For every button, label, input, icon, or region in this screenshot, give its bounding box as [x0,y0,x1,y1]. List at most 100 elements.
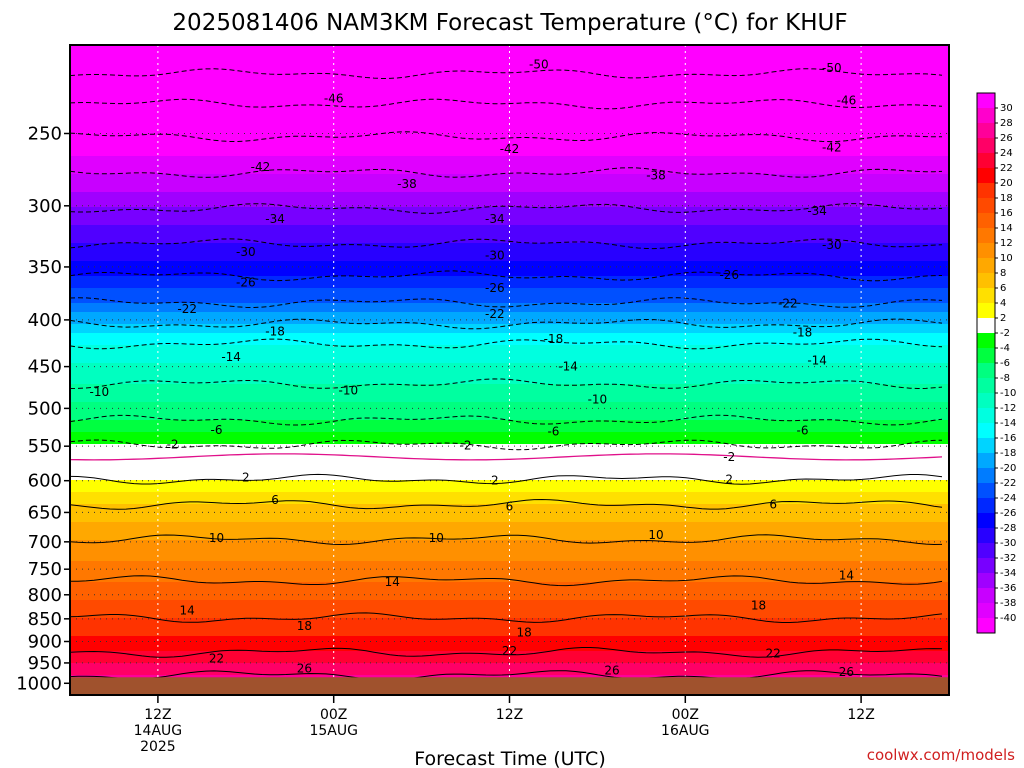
contour-label: 10 [209,531,224,545]
colorbar-swatch [977,153,995,168]
temperature-band [70,444,949,448]
temperature-band [70,660,949,664]
colorbar-swatch [977,303,995,318]
x-tick-label: 15AUG [309,723,358,739]
contour-line [70,68,943,80]
temperature-band [70,288,949,292]
colorbar-label: 20 [1000,178,1013,189]
contour-line [70,238,943,250]
temperature-band [70,582,949,586]
temperature-band [70,516,949,520]
temperature-band [70,588,949,592]
temperature-band [70,198,949,202]
colorbar-label: 16 [1000,208,1013,219]
colorbar-label: 24 [1000,148,1013,159]
colorbar-label: 2 [1000,313,1006,324]
colorbar-label: -6 [1000,358,1010,369]
contour-label: 6 [271,493,279,507]
temperature-band [70,420,949,424]
colorbar-swatch [977,213,995,228]
colorbar-swatch [977,588,995,603]
contour-label: -42 [822,141,842,155]
contour-label: -50 [529,57,549,71]
temperature-band [70,54,949,58]
y-tick-label: 600 [28,471,62,492]
temperature-band [70,612,949,616]
contour-label: -14 [807,353,827,367]
temperature-band [70,108,949,112]
colorbar-swatch [977,168,995,183]
contour-line [70,167,943,178]
temperature-band [70,204,949,208]
colorbar-label: -4 [1000,343,1010,354]
contour-label: -22 [485,307,505,321]
colorbar-label: -40 [1000,613,1016,624]
colorbar-legend: 30 28 26 24 22 20 18 16 14 12 10 8 6 4 2 -2 -4 -6 -8 -10 -12… [976,92,1016,634]
colorbar-label: -22 [1000,478,1016,489]
temperature-band [70,642,949,646]
colorbar-label: -18 [1000,448,1016,459]
contour-label: -6 [797,424,809,438]
contour-label: -30 [822,238,842,252]
colorbar-label: -10 [1000,388,1016,399]
y-tick-label: 700 [28,532,62,553]
temperature-band [70,456,949,460]
colorbar-swatch [977,483,995,498]
temperature-band [70,618,949,622]
colorbar-swatch [977,468,995,483]
contour-label: -34 [807,204,827,218]
temperature-band [70,120,949,124]
contour-line [70,98,943,110]
temperature-band [70,492,949,496]
y-tick-label: 300 [28,196,62,217]
temperature-band [70,522,949,526]
temperature-band [70,144,949,148]
contour-label: 14 [839,568,854,582]
temperature-band [70,186,949,190]
contour-label: -42 [500,142,520,156]
contour-label: 2 [725,472,733,486]
colorbar-label: -34 [1000,568,1016,579]
colorbar-swatch [977,618,995,633]
contour-label: -14 [221,350,241,364]
temperature-band [70,510,949,514]
temperature-band [70,438,949,442]
colorbar-label: -24 [1000,493,1016,504]
colorbar-swatch [977,438,995,453]
y-tick-label: 950 [28,653,62,674]
colorbar-swatch [977,243,995,258]
y-tick-label: 500 [28,398,62,419]
colorbar-swatch [977,123,995,138]
colorbar-label: 26 [1000,133,1013,144]
contour-label: 18 [517,626,532,640]
contour-label: -50 [822,61,842,75]
contour-line [70,414,943,426]
contour-label: -6 [211,423,223,437]
contour-label: 22 [209,652,224,666]
contour-label: 22 [766,647,781,661]
contour-line [70,575,943,587]
colorbar-swatch [977,258,995,273]
contour-line [70,670,943,681]
temperature-band [70,138,949,142]
colorbar-swatch [977,273,995,288]
y-tick-label: 650 [28,502,62,523]
contour-label: 6 [769,497,777,511]
y-tick-label: 400 [28,310,62,331]
colorbar-swatch [977,528,995,543]
x-tick-label: 14AUG [134,723,183,739]
colorbar-swatch [977,558,995,573]
colorbar-label: -36 [1000,583,1016,594]
x-tick-label: 00Z [672,707,699,723]
temperature-band [70,132,949,136]
temperature-band [70,672,949,676]
temperature-band [70,366,949,370]
plot-area: -50 -50 -46 -46 -42 -42 -42 -38 -38 -34 -34 -34 -30 -… [70,45,949,695]
colorbar-swatch [977,93,995,108]
colorbar-label: -32 [1000,553,1016,564]
y-tick-label: 900 [28,631,62,652]
colorbar-swatch [977,108,995,123]
colorbar-swatch [977,333,995,348]
temperature-band [70,246,949,250]
contour-label: -2 [723,450,735,464]
